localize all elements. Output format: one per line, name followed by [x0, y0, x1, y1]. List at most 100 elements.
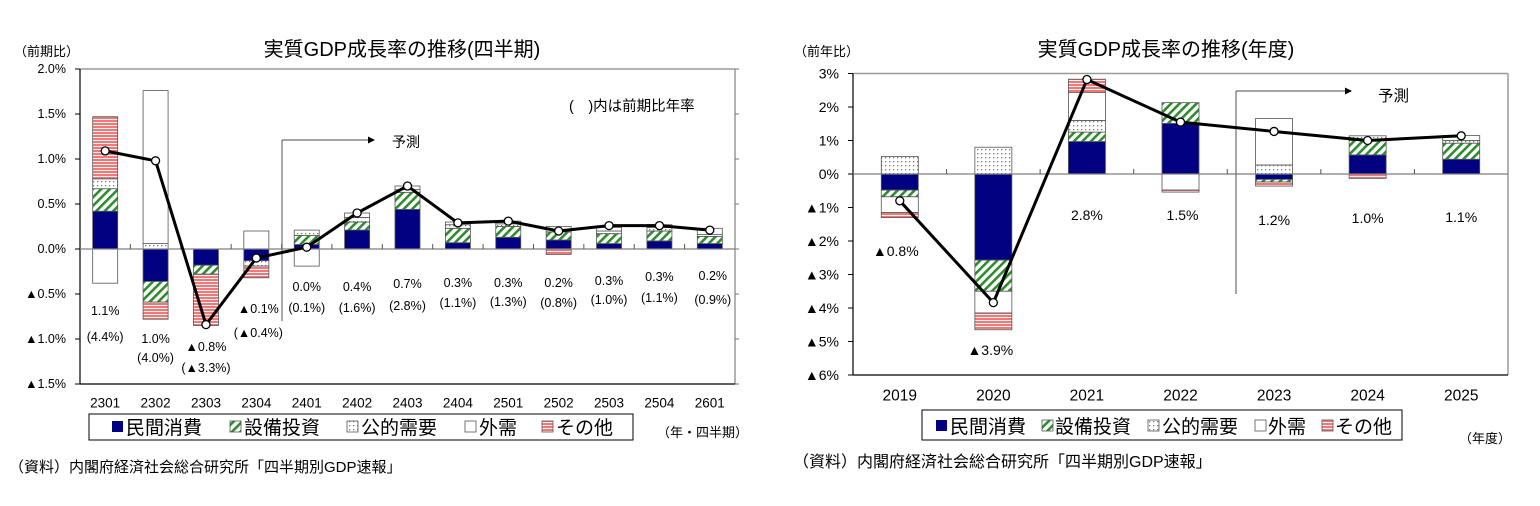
x-tick-label: 2021 [1070, 388, 1104, 405]
bar-segment-other [1255, 181, 1293, 187]
y-tick-label: 0.0% [38, 242, 67, 256]
gdp-growth-marker [402, 181, 413, 191]
bar-segment-other [1161, 189, 1200, 193]
annualized-value-label: (0.1%) [288, 301, 325, 315]
bar-segment-net-exports [92, 248, 119, 284]
gdp-growth-marker [1175, 117, 1186, 127]
gdp-value-label: 0.4% [343, 280, 372, 294]
bar-segment-capex [193, 264, 219, 275]
x-tick-label: 2302 [141, 396, 171, 411]
bar-stack [880, 156, 919, 218]
x-tick-label: 2301 [90, 396, 120, 411]
y-tick-label: ▲6% [805, 367, 839, 383]
legend-swatch-public-demand [1147, 419, 1160, 432]
annualized-value-label: (4.0%) [137, 351, 174, 365]
gdp-growth-marker [100, 146, 110, 156]
y-tick-label: 1% [819, 133, 839, 149]
legend-label-private-consumption: 民間消費 [126, 417, 202, 439]
x-tick-label: 2303 [191, 396, 221, 411]
bar-segment-private-consumption [394, 208, 421, 250]
bar-segment-other [974, 312, 1013, 331]
y-tick-label: ▲1.5% [25, 377, 66, 391]
gdp-growth-marker [1456, 131, 1466, 141]
x-tick-label: 2404 [443, 396, 474, 411]
bar-segment-public-demand [142, 243, 169, 250]
bar-segment-private-consumption [142, 248, 169, 282]
bar-segment-private-consumption [545, 239, 572, 250]
bar-segment-private-consumption [596, 243, 622, 250]
bar-segment-capex [1068, 131, 1106, 142]
x-tick-label: 2024 [1350, 388, 1385, 405]
bar-stack [142, 90, 169, 320]
legend: 民間消費 設備投資 公的需要 外需 その他 [88, 413, 634, 441]
bar-segment-capex [646, 230, 673, 242]
y-tick-label: ▲3% [805, 267, 839, 283]
gdp-value-label: 2.8% [1071, 207, 1103, 223]
gdp-growth-marker [1269, 126, 1279, 137]
bar-segment-public-demand [92, 178, 119, 190]
gdp-value-label: 0.7% [393, 277, 422, 291]
bar-segment-public-demand [1442, 140, 1481, 144]
gdp-growth-marker [1362, 135, 1373, 146]
bar-segment-private-consumption [1348, 154, 1387, 175]
bar-segment-net-exports [1068, 92, 1106, 121]
y-tick-label: 0% [819, 166, 839, 182]
bar-segment-other [880, 212, 919, 218]
bar-segment-private-consumption [444, 242, 471, 250]
gdp-value-label: 1.5% [1167, 207, 1199, 223]
gdp-growth-marker [554, 226, 564, 236]
source-note: （資料）内閣府経済社会総合研究所「四半期別GDP速報」 [793, 453, 1212, 471]
fiscal-year-gdp-chart: （前年比） 実質GDP成長率の推移(年度) 3% 2% 1% 0% ▲1% ▲2% ▲3% ▲… [793, 38, 1511, 471]
x-tick-label: 2401 [292, 396, 322, 411]
bar-segment-public-demand [974, 146, 1013, 175]
bar-segment-net-exports [1255, 117, 1293, 166]
legend-label-net-exports: 外需 [479, 417, 517, 439]
legend-swatch-private-consumption [936, 420, 947, 431]
gdp-value-label: 0.3% [645, 270, 674, 284]
bar-segment-net-exports [142, 90, 169, 244]
plot-area: 3% 2% 1% 0% ▲1% ▲2% ▲3% ▲4% ▲5% ▲6% 2019 2020 2021 20… [805, 66, 1509, 405]
chart-title: 実質GDP成長率の推移(年度) [1038, 38, 1295, 61]
x-tick-label: 2501 [493, 396, 523, 411]
y-tick-label: ▲1% [805, 200, 839, 216]
bar-segment-public-demand [880, 156, 919, 175]
gdp-growth-marker [654, 220, 665, 231]
y-tick-label: ▲5% [805, 334, 839, 350]
annualized-value-label: (1.1%) [439, 296, 476, 310]
x-tick-label: 2503 [594, 396, 624, 411]
bar-segment-net-exports [243, 230, 270, 250]
gdp-value-label: 1.0% [1352, 210, 1384, 226]
gdp-growth-marker [150, 156, 161, 166]
gdp-value-label: ▲0.8% [873, 243, 919, 259]
bar-segment-private-consumption [193, 248, 219, 266]
bar-segment-private-consumption [1255, 173, 1293, 180]
gdp-growth-marker [503, 216, 513, 226]
bar-segment-capex [696, 235, 723, 244]
annualized-value-label: (▲3.3%) [181, 361, 230, 375]
bar-segment-net-exports [1161, 173, 1200, 191]
y-tick-label: ▲0.5% [25, 287, 66, 301]
gdp-growth-marker [895, 196, 905, 206]
gdp-growth-marker [604, 220, 614, 231]
gdp-value-label: 0.3% [494, 276, 523, 290]
gdp-value-label: 0.0% [292, 280, 321, 294]
x-tick-label: 2025 [1444, 388, 1478, 405]
gdp-growth-marker [302, 242, 312, 252]
gdp-value-label: 1.1% [1445, 209, 1477, 225]
x-tick-label: 2304 [241, 396, 272, 411]
bar-segment-private-consumption [880, 173, 919, 191]
y-tick-label: ▲2% [805, 233, 839, 249]
x-tick-label: 2504 [644, 396, 675, 411]
bar-segment-capex [596, 233, 622, 244]
forecast-arrowhead-icon [1345, 87, 1352, 95]
gdp-value-label: ▲0.8% [186, 340, 227, 354]
legend-label-public-demand: 公的需要 [1162, 416, 1238, 438]
gdp-value-label: 1.2% [1258, 212, 1290, 228]
annualized-value-label: (1.1%) [641, 291, 678, 305]
x-tick-label: 2601 [695, 396, 725, 411]
legend-swatch-net-exports [1254, 419, 1267, 432]
bar-segment-private-consumption [1068, 141, 1106, 175]
x-tick-label: 2020 [976, 388, 1011, 405]
legend: 民間消費 設備投資 公的需要 外需 その他 [921, 409, 1403, 441]
bar-segment-capex [1255, 178, 1293, 183]
